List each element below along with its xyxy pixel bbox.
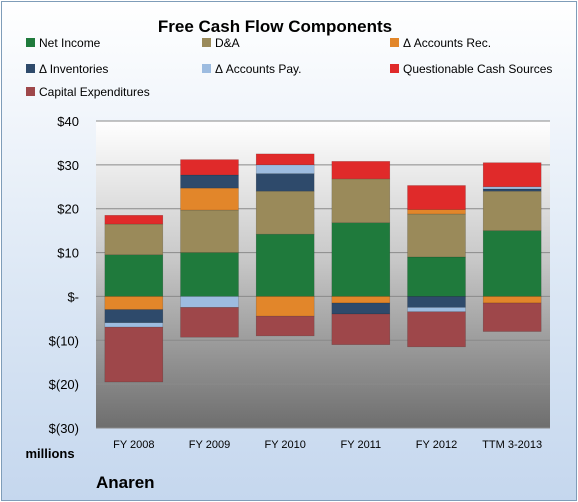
x-tick-label: FY 2011 [341, 439, 382, 451]
legend-label: Net Income [39, 36, 101, 50]
legend-label: Questionable Cash Sources [403, 62, 552, 76]
legend-label: Δ Accounts Pay. [215, 62, 302, 76]
legend-label: D&A [215, 36, 240, 50]
y-tick-label: $(20) [49, 377, 79, 392]
bar-segment [331, 161, 391, 180]
bar-segment [331, 302, 391, 315]
company-name: Anaren [96, 473, 155, 492]
bar-segment [482, 296, 542, 304]
bar-segment [331, 222, 391, 297]
chart-title: Free Cash Flow Components [158, 17, 392, 36]
bar-segment [482, 186, 542, 190]
bar-segment [407, 209, 466, 215]
legend-swatch [202, 38, 211, 47]
plot-area [96, 121, 550, 428]
y-tick-label: $(10) [49, 333, 79, 348]
bar-segment [104, 326, 164, 383]
bar-segment [255, 153, 315, 166]
bar-segment [407, 256, 466, 297]
gridlines [96, 120, 550, 429]
bar-segment [482, 302, 542, 332]
bar-segment [407, 296, 466, 308]
legend-swatch [390, 38, 399, 47]
units-label: millions [25, 446, 74, 461]
x-tick-label: FY 2010 [264, 439, 305, 451]
x-tick-label: FY 2008 [113, 439, 154, 451]
bar-segment [104, 223, 164, 256]
legend-swatch [202, 64, 211, 73]
bar-segment [180, 187, 239, 211]
legend-label: Δ Accounts Rec. [403, 36, 491, 50]
bar-segment [407, 185, 466, 210]
bar-segment [255, 190, 315, 235]
bar-segment [407, 307, 466, 313]
bar-segment [104, 309, 164, 323]
bar-segment [331, 313, 391, 345]
legend-swatch [26, 87, 35, 96]
bar-segment [104, 322, 164, 328]
y-tick-label: $- [67, 289, 79, 304]
x-tick-label: FY 2012 [416, 439, 457, 451]
y-tick-label: $(30) [49, 421, 79, 436]
y-tick-label: $40 [57, 114, 79, 129]
legend-swatch [390, 64, 399, 73]
bar-segment [482, 190, 542, 231]
legend-label: Δ Inventories [39, 62, 108, 76]
legend-label: Capital Expenditures [39, 85, 150, 99]
bar-segment [255, 173, 315, 192]
bars [104, 153, 542, 383]
bar-segment [104, 296, 164, 310]
bar-segment [104, 254, 164, 297]
y-tick-label: $10 [57, 246, 79, 261]
bar-segment [331, 296, 391, 304]
bar-segment [482, 162, 542, 188]
legend-swatch [26, 38, 35, 47]
bar-segment [104, 215, 164, 225]
x-axis: FY 2008 FY 2009 FY 2010 FY 2011 FY 2012 TTM 3… [113, 439, 542, 451]
bar-segment [180, 174, 239, 189]
bar-segment [331, 178, 391, 223]
bar-segment [180, 307, 239, 338]
bar-segment [482, 188, 542, 192]
x-tick-label: TTM 3-2013 [482, 439, 542, 451]
bar-segment [255, 296, 315, 317]
legend-swatch [26, 64, 35, 73]
x-tick-label: FY 2009 [189, 439, 230, 451]
bar-segment [255, 164, 315, 174]
y-tick-label: $20 [57, 202, 79, 217]
bar-segment [255, 233, 315, 297]
bar-segment [180, 296, 239, 308]
bar-segment [180, 209, 239, 253]
bar-segment [407, 213, 466, 258]
bar-segment [255, 315, 315, 337]
bar-segment [407, 311, 466, 348]
y-axis: $40 $30 $20 $10 $- $(10) $(20) $(30) [49, 114, 79, 436]
bar-segment [180, 252, 239, 297]
bar-segment [482, 230, 542, 297]
bar-segment [180, 159, 239, 176]
legend: Net Income D&A Δ Accounts Rec. Δ Inventorie… [26, 36, 552, 99]
y-tick-label: $30 [57, 158, 79, 173]
